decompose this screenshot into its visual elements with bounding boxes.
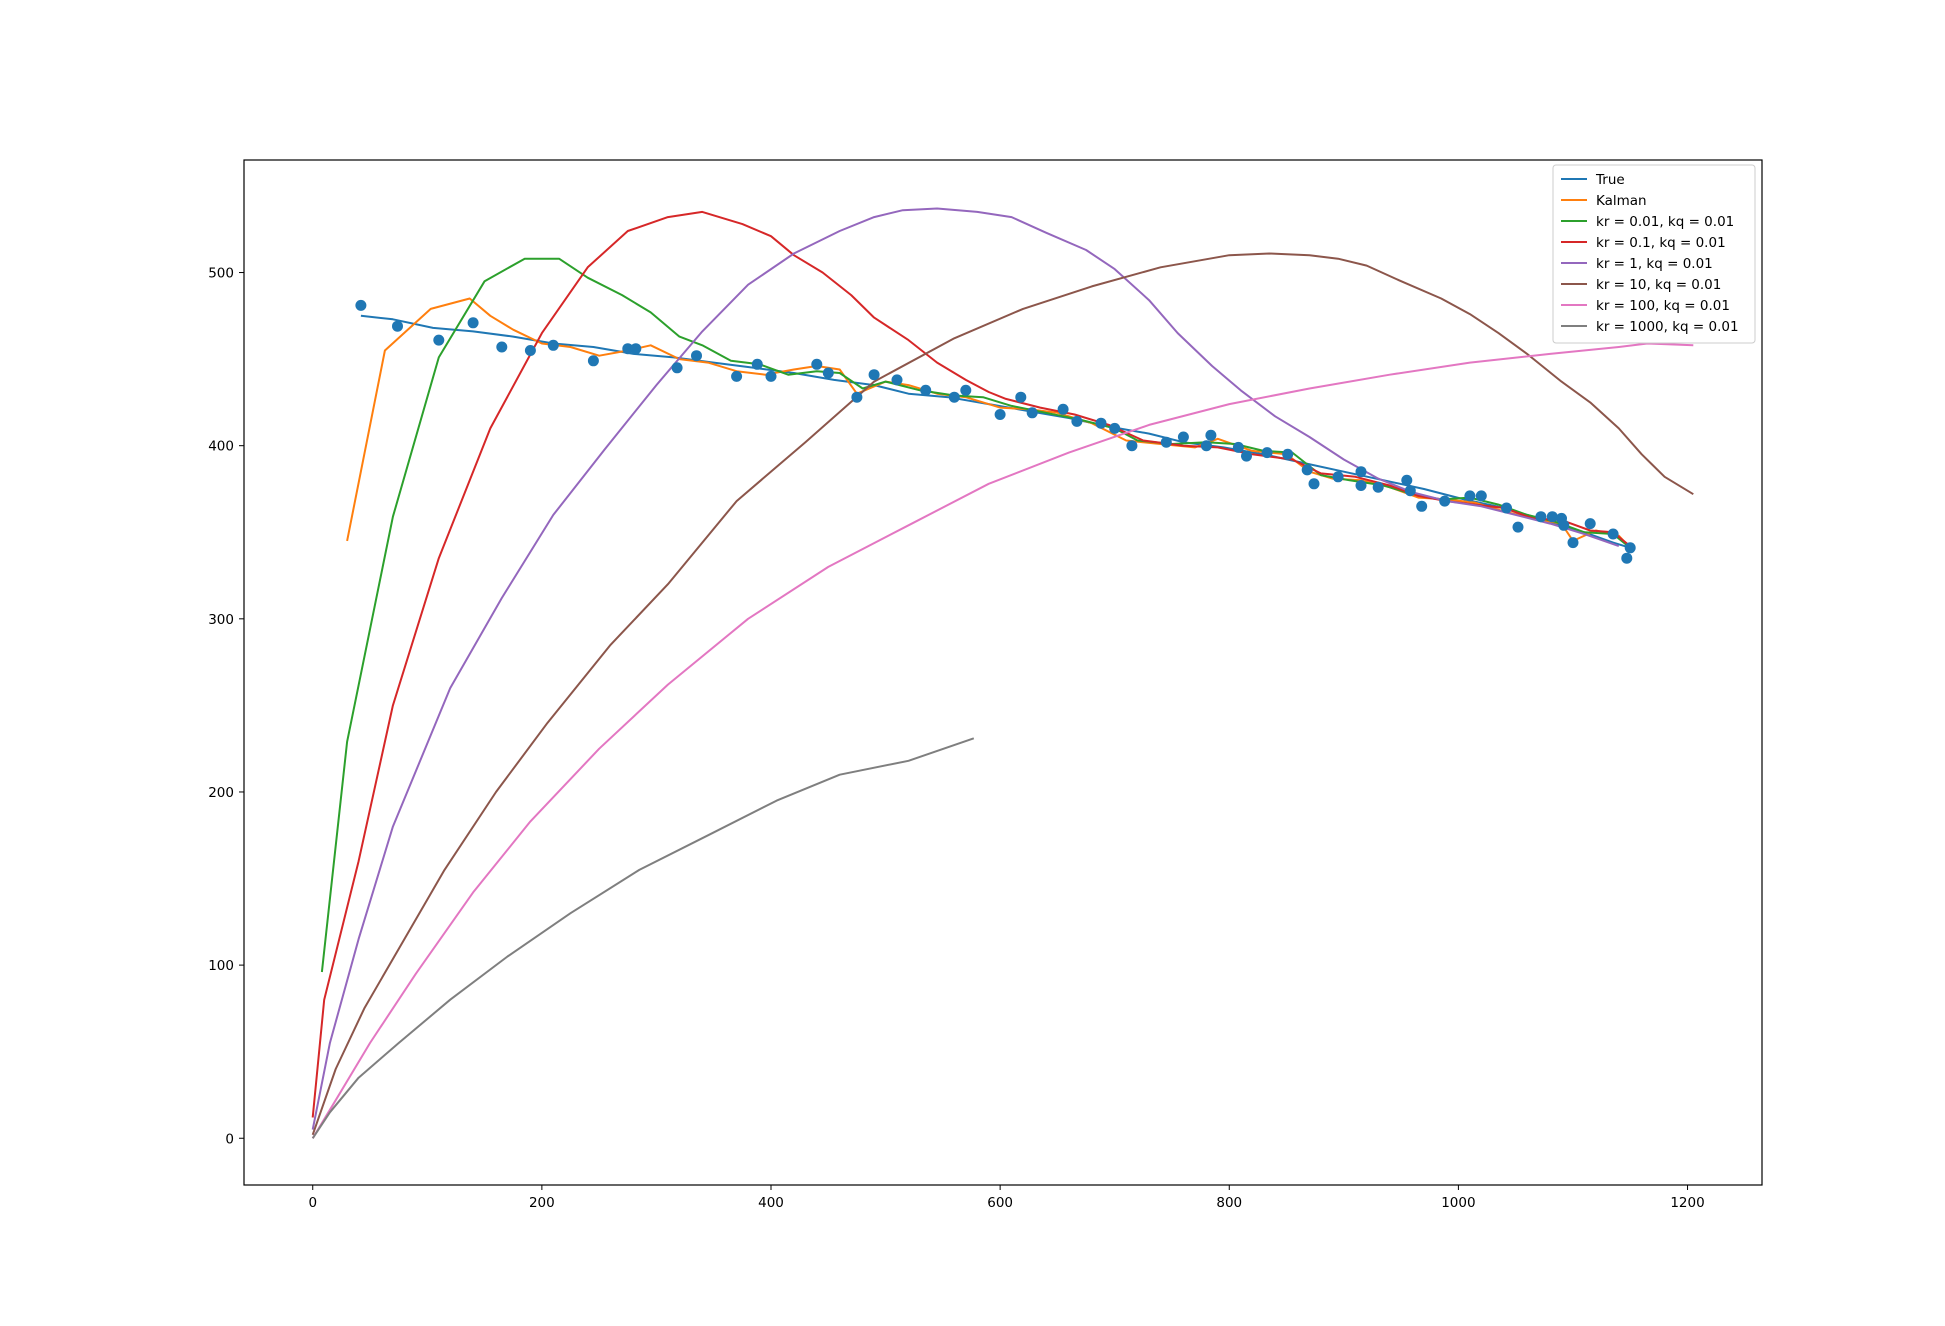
data-point: [1372, 481, 1384, 493]
series-line-5: [311, 252, 1694, 1136]
data-point: [948, 391, 960, 403]
data-point: [1308, 478, 1320, 490]
data-point: [587, 355, 599, 367]
x-tick-label: 0: [308, 1195, 317, 1211]
data-point: [1109, 422, 1121, 434]
x-tick-label: 600: [987, 1195, 1013, 1211]
data-point: [1607, 528, 1619, 540]
data-point: [920, 384, 932, 396]
y-tick-label: 400: [208, 439, 234, 455]
y-tick-label: 200: [208, 785, 234, 801]
x-tick-label: 800: [1216, 1195, 1242, 1211]
series-line-3: [311, 210, 1631, 1118]
data-point: [1205, 429, 1217, 441]
data-point: [671, 362, 683, 374]
data-point: [1026, 407, 1038, 419]
x-tick-label: 400: [758, 1195, 784, 1211]
data-point: [1464, 490, 1476, 502]
data-point: [891, 374, 903, 386]
data-point: [1071, 415, 1083, 427]
data-point: [622, 343, 634, 355]
data-point: [1057, 403, 1069, 415]
data-point: [547, 339, 559, 351]
data-point: [1232, 441, 1244, 453]
data-point: [1475, 490, 1487, 502]
legend-label: kr = 1000, kq = 0.01: [1596, 319, 1739, 335]
legend-label: kr = 100, kq = 0.01: [1596, 298, 1730, 314]
legend-label: Kalman: [1596, 193, 1647, 209]
data-point: [1416, 500, 1428, 512]
y-axis: 0 100 200 300 400 500: [208, 266, 244, 1147]
legend-label: kr = 1, kq = 0.01: [1596, 256, 1713, 272]
y-tick-label: 500: [208, 266, 234, 282]
data-point: [811, 358, 823, 370]
data-point: [1241, 450, 1252, 462]
data-point: [433, 334, 445, 346]
data-point: [355, 299, 367, 311]
legend-label: kr = 0.01, kq = 0.01: [1596, 214, 1734, 230]
series-line-1: [346, 297, 1631, 549]
data-point: [868, 369, 880, 381]
data-point: [524, 345, 536, 356]
data-point: [1501, 502, 1512, 514]
legend-label: kr = 10, kq = 0.01: [1596, 277, 1721, 293]
data-point: [1624, 542, 1636, 554]
data-point: [1584, 518, 1596, 530]
legend-box: [1552, 164, 1756, 344]
data-point: [1200, 440, 1212, 452]
x-tick-label: 200: [529, 1195, 555, 1211]
data-point: [1512, 521, 1524, 533]
series-line-0: [360, 314, 1631, 549]
data-point: [630, 343, 642, 355]
data-point: [1355, 480, 1367, 491]
data-point: [1301, 464, 1313, 476]
data-point: [1015, 391, 1027, 403]
data-point: [467, 317, 479, 329]
series-line-7: [311, 737, 975, 1139]
data-point: [1261, 447, 1273, 459]
data-point: [1546, 511, 1558, 523]
plot-area: [243, 159, 1763, 1186]
data-point: [960, 384, 972, 396]
data-point: [1535, 511, 1547, 523]
x-tick-label: 1000: [1441, 1195, 1475, 1211]
data-point: [731, 370, 743, 382]
data-point: [1401, 474, 1413, 486]
data-point: [751, 358, 763, 370]
data-point: [1621, 552, 1633, 564]
legend-label: True: [1595, 172, 1625, 188]
plot-frame: [243, 159, 1763, 1186]
data-point: [822, 367, 834, 379]
data-point: [1355, 466, 1367, 478]
data-point: [851, 391, 863, 403]
data-point: [1404, 485, 1416, 497]
series-line-4: [311, 207, 1620, 1130]
legend-label: kr = 0.1, kq = 0.01: [1596, 235, 1726, 251]
x-tick-label: 1200: [1670, 1195, 1704, 1211]
data-point: [1126, 440, 1138, 452]
data-point: [1095, 417, 1107, 429]
x-axis: 0 200 400 600 800 1000 1200: [308, 1185, 1705, 1211]
series-line-6: [311, 342, 1694, 1139]
legend: True Kalman kr = 0.01, kq = 0.01 kr = 0.1, …: [1552, 164, 1756, 344]
data-point: [1177, 431, 1189, 443]
y-tick-label: 100: [208, 958, 234, 974]
data-point: [691, 350, 702, 362]
data-point: [1567, 537, 1579, 549]
y-tick-label: 0: [225, 1131, 234, 1147]
y-tick-label: 300: [208, 612, 234, 628]
data-point: [1282, 448, 1294, 460]
data-point: [1439, 495, 1451, 507]
data-point: [496, 341, 508, 353]
data-point: [392, 320, 403, 332]
data-point: [1558, 519, 1570, 531]
data-point: [765, 370, 777, 382]
data-point: [994, 409, 1006, 420]
data-point: [1332, 471, 1344, 483]
data-point: [1160, 436, 1172, 448]
series-line-2: [320, 257, 1631, 973]
